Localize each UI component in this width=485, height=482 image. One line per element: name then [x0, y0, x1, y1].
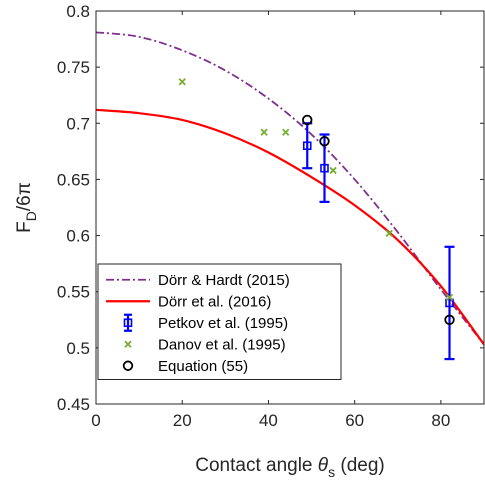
danov-data-point-b — [260, 128, 268, 136]
y-tick-label: 0.65 — [57, 170, 90, 189]
petkov-data-point — [320, 163, 329, 173]
x-tick-label: 20 — [173, 411, 192, 430]
y-tick-label: 0.7 — [66, 114, 90, 133]
legend-box — [97, 263, 342, 380]
x-tick-label: 40 — [259, 411, 278, 430]
legend-entry: Danov et al. (1995) — [124, 336, 286, 353]
series-4 — [302, 114, 455, 325]
x-tick-label: 80 — [431, 411, 450, 430]
x-tick-label: 60 — [345, 411, 364, 430]
x-axis-title: Contact angle θs (deg) — [195, 455, 384, 480]
legend-marker — [122, 360, 134, 371]
y-axis-title-subscript: D — [23, 211, 39, 221]
danov-data-point — [260, 128, 268, 136]
y-tick-label: 0.6 — [66, 227, 90, 246]
danov-data-point-b — [445, 293, 454, 301]
legend-label: Dörr & Hardt (2015) — [158, 272, 290, 289]
equation-data-point — [319, 136, 330, 147]
petkov-data-point — [445, 298, 454, 308]
danov-data-point — [282, 128, 290, 136]
petkov-data-point — [302, 141, 312, 151]
equation-data-point — [444, 314, 455, 325]
danov-data-point-b — [178, 78, 186, 86]
x-axis-title-pre: Contact angle — [195, 455, 318, 476]
legend-marker-b — [124, 340, 132, 348]
legend: Dörr & Hardt (2015) Dörr et al. (2016) Pet… — [97, 263, 342, 380]
y-axis-title: FD/6π — [14, 182, 39, 233]
series-3 — [178, 78, 454, 301]
danov-data-point — [178, 78, 186, 86]
x-axis-title-post: (deg) — [335, 455, 385, 476]
y-axis-title-post: /6π — [14, 182, 35, 211]
equation-data-point — [302, 114, 313, 126]
x-tick-label: 0 — [91, 411, 100, 430]
danov-data-point-b — [329, 166, 337, 175]
y-tick-label: 0.55 — [57, 283, 90, 302]
y-tick-label: 0.75 — [57, 58, 90, 77]
y-tick-label: 0.8 — [66, 2, 90, 21]
tick-labels: 0 20 40 60 80 0.45 0.5 0.55 0.6 0.65 0.7 0.75 0.8 — [57, 2, 450, 430]
legend-label: Danov et al. (1995) — [158, 336, 286, 353]
series-1 — [96, 108, 484, 346]
legend-label: Petkov et al. (1995) — [158, 315, 288, 332]
danov-data-point — [445, 293, 454, 301]
series-2 — [302, 122, 455, 361]
y-tick-label: 0.5 — [66, 339, 90, 358]
legend-label: Equation (55) — [158, 358, 248, 375]
plot-frame — [95, 10, 485, 405]
legend-label: Dörr et al. (2016) — [158, 293, 271, 310]
y-axis-title-main: F — [14, 221, 35, 233]
line-series-dorr-2016 — [96, 108, 484, 346]
legend-entry: Petkov et al. (1995) — [123, 313, 288, 332]
legend-square-marker — [123, 318, 133, 328]
y-tick-label: 0.45 — [57, 395, 90, 414]
danov-data-point — [329, 166, 337, 175]
danov-data-point-b — [385, 229, 393, 237]
legend-entry: Equation (55) — [122, 358, 248, 375]
plot-marks — [96, 31, 484, 361]
x-axis-title-subscript: s — [328, 464, 335, 480]
danov-data-point-b — [282, 128, 290, 136]
danov-data-point — [385, 229, 393, 237]
legend-marker — [124, 340, 132, 348]
legend-entry: Dörr & Hardt (2015) — [106, 272, 290, 289]
x-axis-title-symbol: θ — [318, 455, 329, 476]
legend-entry: Dörr et al. (2016) — [106, 293, 271, 310]
